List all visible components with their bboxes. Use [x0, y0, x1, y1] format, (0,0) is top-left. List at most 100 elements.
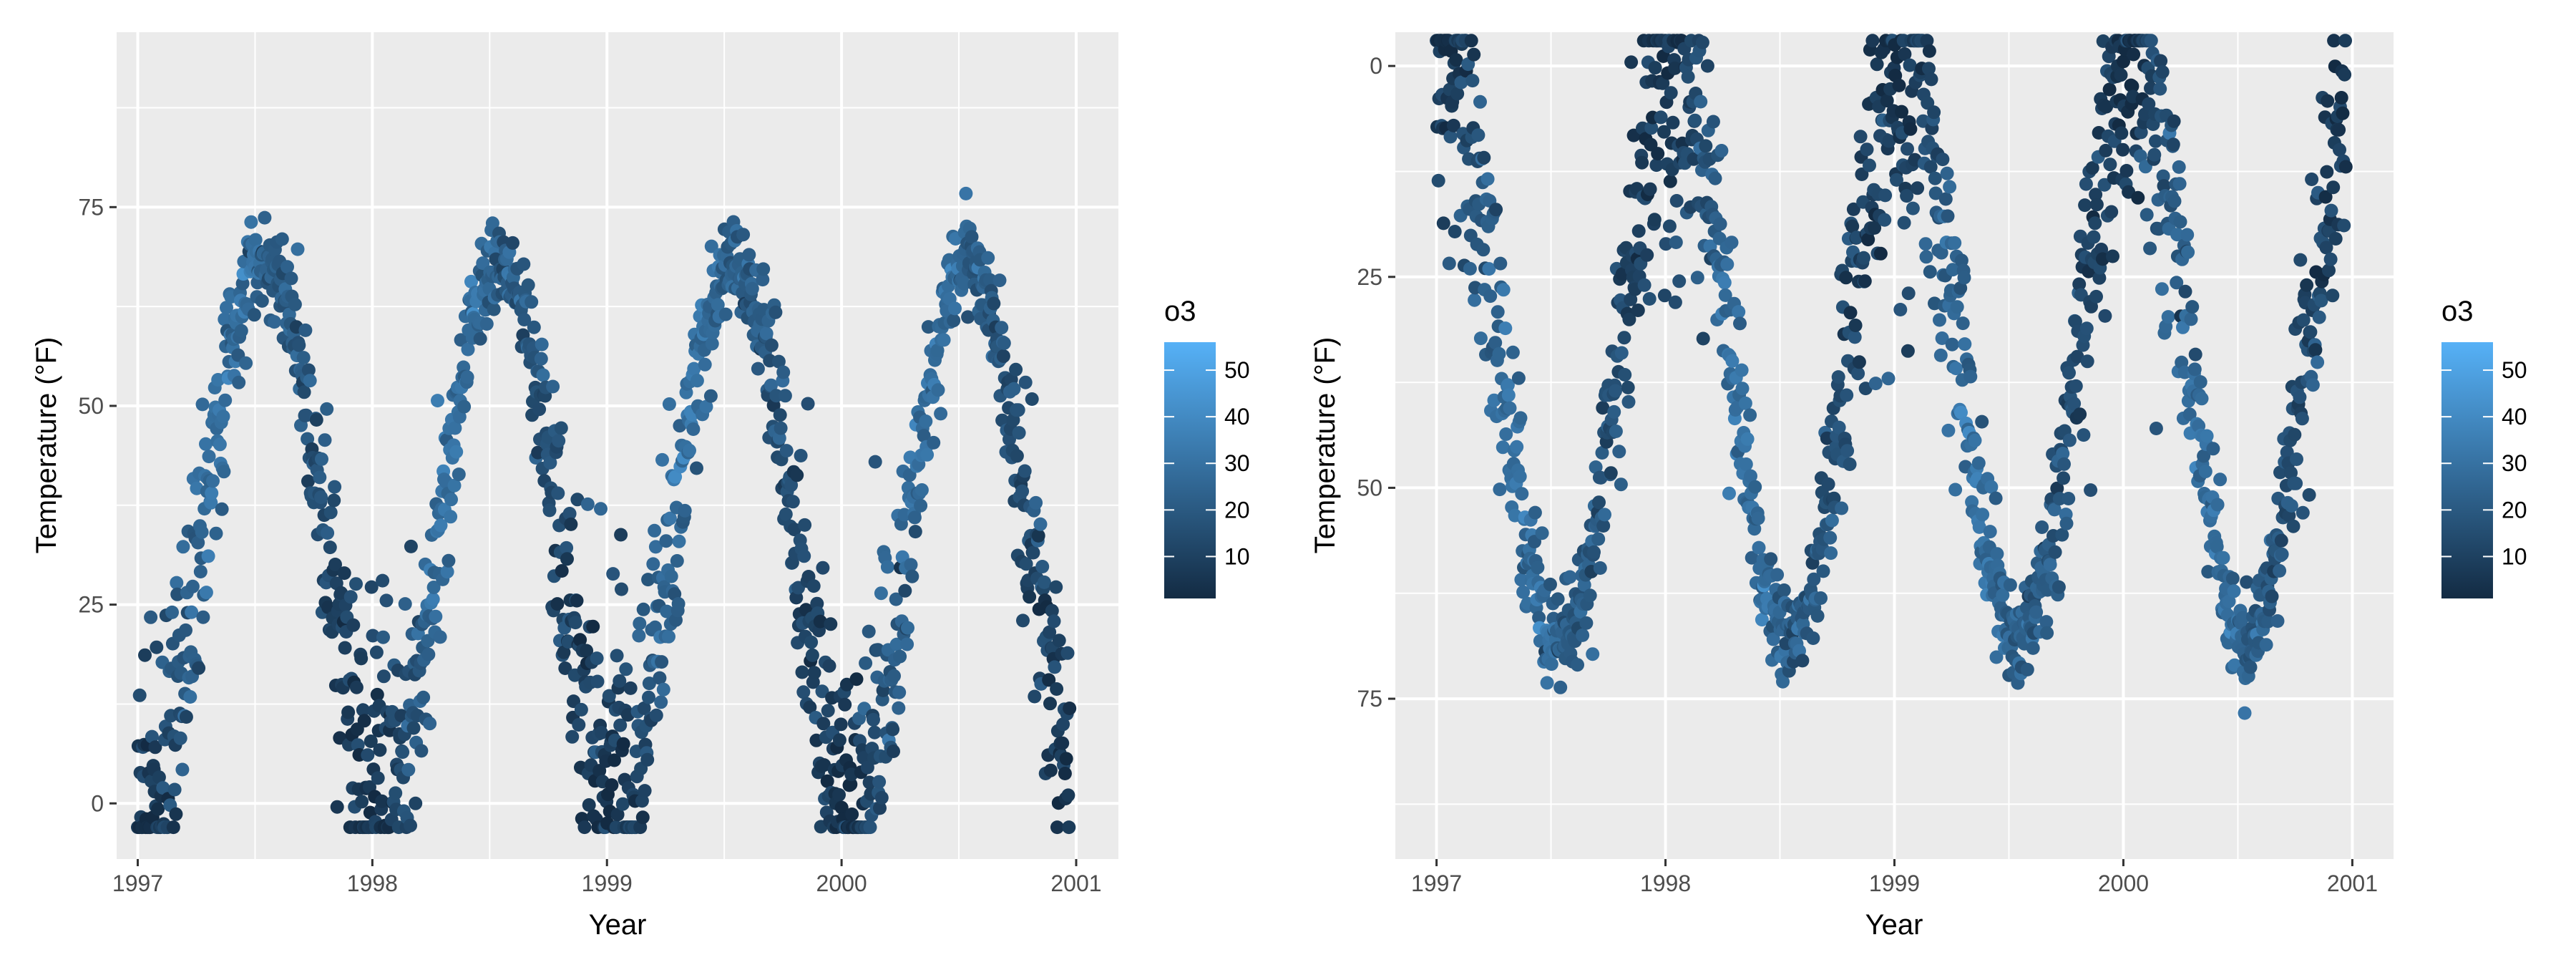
left-point [337, 566, 351, 581]
left-point [267, 315, 281, 329]
left-point [1047, 614, 1061, 629]
right-point [2104, 205, 2119, 219]
left-y-tick-label: 50 [78, 393, 104, 419]
left-point [821, 704, 835, 718]
right-point [1659, 237, 1673, 251]
left-point [602, 689, 616, 703]
left-point [552, 434, 566, 448]
left-point [179, 623, 192, 637]
right-point [1669, 194, 1684, 208]
right-point [2259, 638, 2273, 652]
right-point [1968, 433, 1982, 447]
right-point [2275, 547, 2289, 561]
left-point [663, 511, 677, 525]
left-point [165, 605, 179, 619]
left-point [660, 604, 674, 619]
left-point [525, 295, 539, 309]
right-point [2332, 122, 2346, 137]
left-point [239, 356, 253, 370]
left-point [201, 549, 215, 563]
right-point [1949, 362, 1963, 376]
left-point [426, 592, 440, 606]
right-point [1431, 173, 1445, 188]
right-legend-tick-label: 20 [2502, 497, 2527, 523]
left-point [179, 710, 193, 724]
right-point [1824, 546, 1838, 561]
left-point [506, 236, 519, 250]
left-point [318, 433, 332, 447]
right-point [1672, 274, 1687, 288]
right-point [1893, 303, 1908, 316]
left-point [610, 649, 624, 663]
right-point [2213, 472, 2228, 487]
right-point [1592, 495, 1606, 510]
right-point [2185, 300, 2200, 314]
right-point [2057, 471, 2071, 485]
left-point [874, 790, 889, 805]
left-point [1045, 603, 1059, 618]
right-point [1807, 572, 1821, 586]
left-point [364, 580, 379, 594]
right-point [2320, 165, 2334, 179]
right-point [1956, 316, 1970, 331]
right-point [1621, 380, 1635, 394]
right-point [2003, 578, 2017, 592]
right-point [2070, 349, 2084, 364]
left-point [633, 616, 647, 631]
right-point [1471, 128, 1485, 142]
right-points [1430, 34, 2353, 720]
right-point [2336, 106, 2350, 120]
left-legend-tick-label: 40 [1224, 404, 1250, 430]
left-point [144, 610, 158, 624]
left-point [560, 540, 574, 555]
left-point [592, 764, 607, 778]
left-point [797, 549, 811, 563]
left-point [138, 648, 152, 662]
left-point [557, 645, 571, 659]
right-point [2051, 580, 2066, 594]
right-point [2311, 355, 2325, 369]
right-point [1923, 160, 1938, 174]
left-point [718, 307, 733, 321]
left-point [886, 722, 900, 737]
right-point [1945, 337, 1959, 351]
left-point [1035, 560, 1050, 573]
left-point [195, 525, 209, 539]
right-point [1911, 181, 1925, 195]
right-point [2050, 481, 2064, 495]
right-point [1954, 253, 1968, 268]
left-point [610, 807, 625, 822]
right-point [1657, 288, 1672, 303]
left-point [1043, 625, 1057, 639]
right-point [1706, 115, 1720, 129]
right-point [1948, 482, 1963, 497]
right-point [1480, 172, 1495, 186]
right-point [1483, 289, 1498, 304]
right-point [2284, 466, 2298, 480]
left-point [1016, 613, 1030, 628]
right-y-tick-label: 25 [1357, 264, 1382, 290]
left-point [778, 389, 792, 403]
left-point [773, 408, 787, 422]
left-x-tick-label: 2001 [1050, 870, 1101, 896]
left-legend-title: o3 [1164, 296, 1196, 327]
right-point [1443, 130, 1458, 144]
left-point [449, 445, 464, 459]
left-point [662, 629, 675, 644]
left-point [554, 421, 568, 435]
right-point [2026, 641, 2040, 655]
right-point [1878, 213, 1892, 227]
left-point [379, 593, 394, 608]
left-point [1012, 426, 1026, 440]
left-point [921, 320, 935, 334]
right-point [2200, 429, 2214, 443]
right-point [1640, 248, 1654, 262]
right-point [1643, 182, 1657, 196]
right-point [2319, 241, 2333, 255]
right-point [1516, 585, 1531, 599]
right-point [2047, 503, 2062, 517]
left-x-tick-label: 1998 [347, 870, 398, 896]
right-point [2167, 114, 2181, 128]
left-point [615, 797, 630, 811]
